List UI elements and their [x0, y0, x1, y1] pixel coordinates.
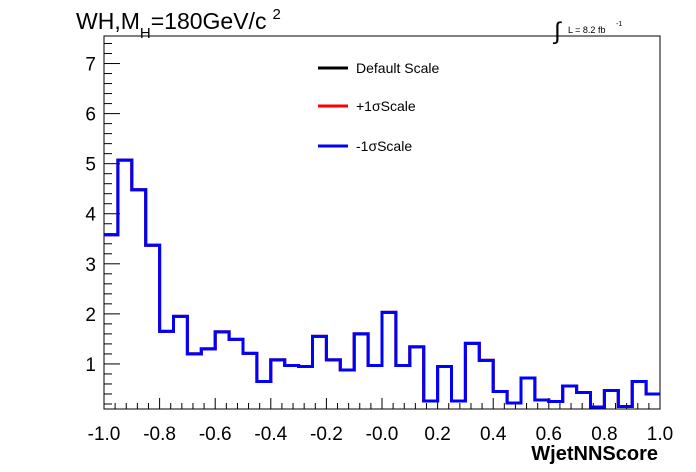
y-tick-label: 4: [85, 205, 96, 226]
legend-label: +1σScale: [356, 98, 416, 114]
x-tick-label: -0.6: [199, 424, 232, 445]
y-tick-label: 7: [85, 55, 96, 76]
x-axis-title: WjetNNScore: [531, 443, 658, 465]
x-tick-label: -0.2: [310, 424, 343, 445]
x-tick-label: -0.4: [254, 424, 287, 445]
luminosity-superscript: -1: [616, 21, 622, 28]
luminosity-label: ∫ L = 8.2 fb -1: [552, 18, 622, 45]
x-tick-label: 0.8: [591, 424, 617, 445]
title-main: WH,M: [76, 8, 140, 34]
y-axis: 1 2 3 4 5 6 7: [85, 43, 120, 405]
y-tick-label: 3: [85, 255, 96, 276]
legend-label: -1σScale: [356, 138, 412, 154]
series-line-default-scale: [104, 158, 660, 409]
legend-label: Default Scale: [356, 60, 439, 76]
histogram-series: [104, 158, 660, 409]
x-tick-label: -0.0: [366, 424, 399, 445]
x-tick-label: 0.2: [424, 424, 450, 445]
series-line-minus-1sigma-scale: [104, 158, 660, 409]
x-tick-label: -0.8: [143, 424, 176, 445]
luminosity-text: L = 8.2 fb: [568, 25, 605, 35]
y-tick-label: 5: [85, 155, 96, 176]
x-tick-label: -1.0: [88, 424, 121, 445]
x-axis: -1.0 -0.8 -0.6 -0.4 -0.2 -0.0 0.2 0.4 0.6 0.8 1.0: [88, 398, 673, 445]
integral-symbol: ∫: [552, 18, 562, 45]
y-tick-label: 2: [85, 305, 96, 326]
x-tick-label: 1.0: [647, 424, 673, 445]
x-tick-label: 0.6: [536, 424, 562, 445]
title-superscript: 2: [272, 6, 280, 23]
chart-title: WH,MH=180GeV/c 2: [76, 6, 281, 42]
y-tick-label: 1: [85, 355, 96, 376]
x-tick-label: 0.4: [480, 424, 507, 445]
series-line-plus-1sigma-scale: [104, 158, 660, 409]
title-subscript: H: [140, 25, 151, 42]
legend: Default Scale +1σScale -1σScale: [318, 60, 439, 154]
title-rest: =180GeV/c: [151, 8, 267, 34]
y-tick-label: 6: [85, 105, 96, 126]
